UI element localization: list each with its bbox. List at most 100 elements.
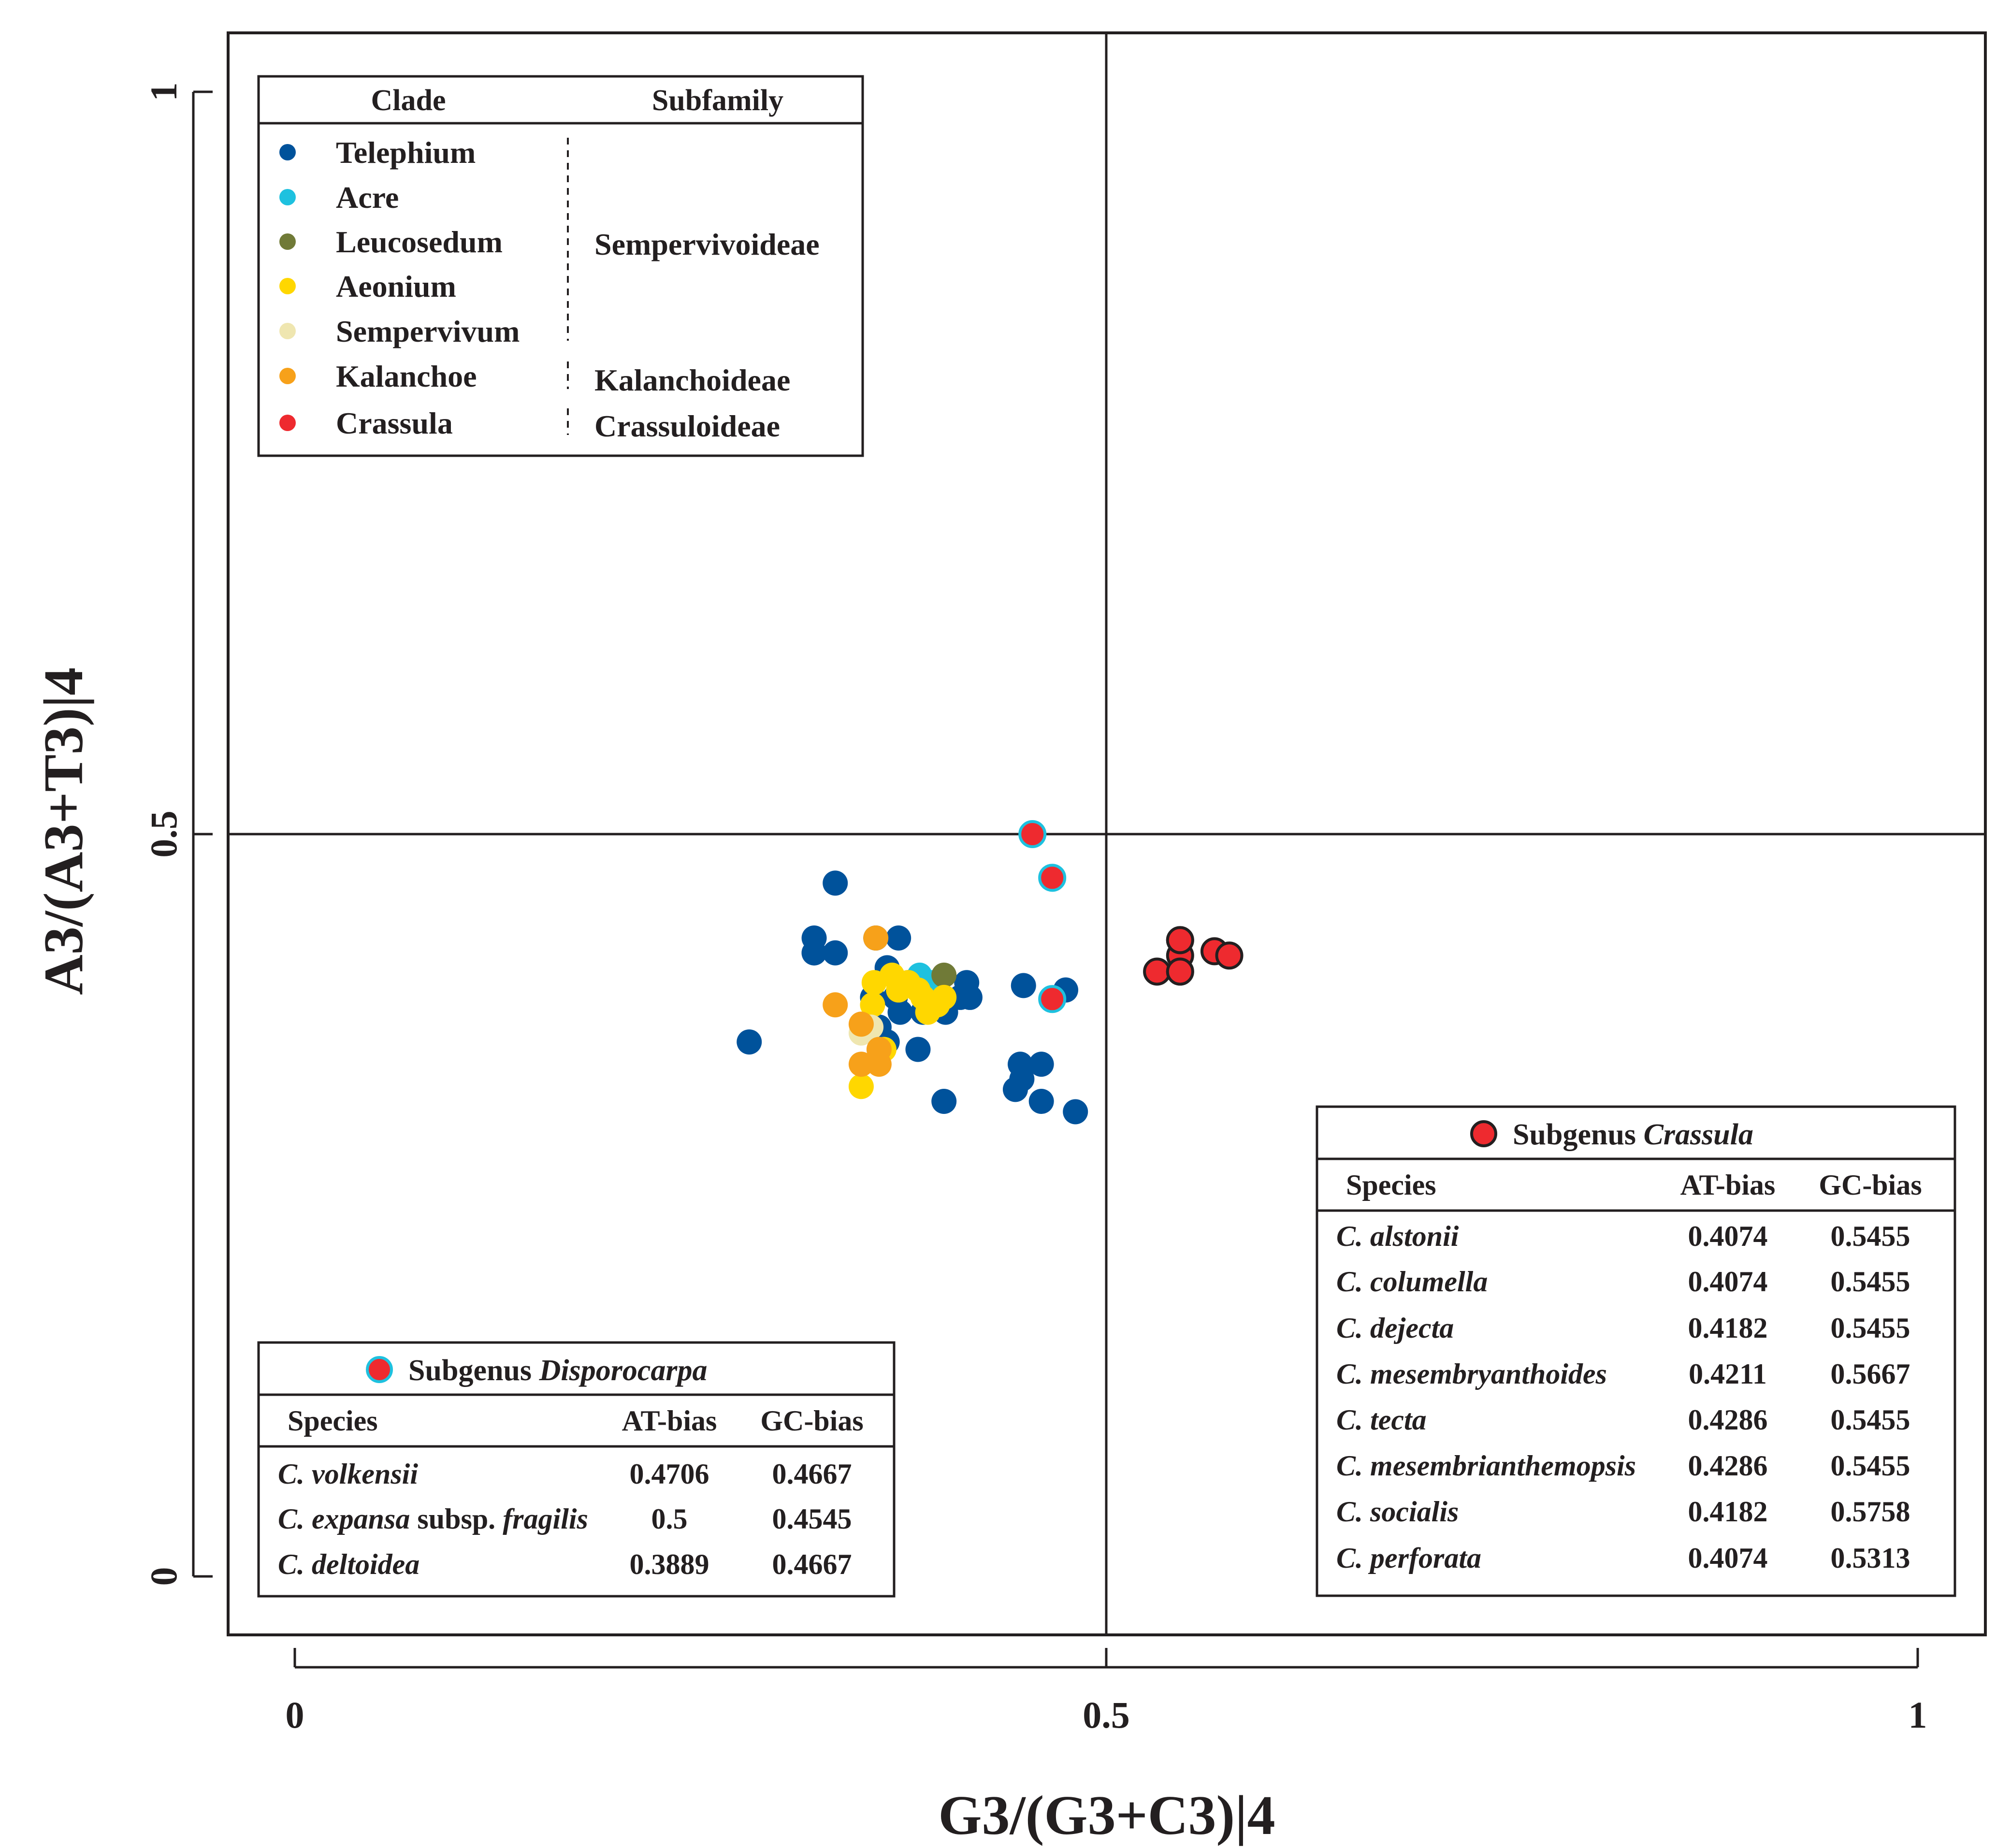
crassula-at-bias: 0.4211 [1689,1358,1767,1390]
legend-label-kalanchoe: Kalanchoe [336,359,477,393]
point-telephium [1011,973,1036,998]
crassula-species: C. mesembrianthemopsis [1336,1450,1636,1482]
point-aeonium [860,992,885,1018]
disporocarpa-species: C. deltoidea [278,1548,419,1580]
disporocarpa-at-bias: 0.5 [651,1503,688,1535]
legend-marker-aeonium [279,278,296,294]
point-subgenus-crassula [1166,926,1194,954]
reference-lines [228,33,1985,1635]
legend-marker-kalanchoe [279,368,296,384]
crassula-at-bias: 0.4182 [1688,1496,1768,1528]
legend-box [257,75,864,457]
disporocarpa-gc-bias: 0.4545 [772,1503,852,1535]
legend-label-aeonium: Aeonium [336,269,456,303]
crassula-at-bias: 0.4286 [1688,1450,1768,1482]
point-telephium [1028,1088,1054,1114]
legend-marker-telephium [279,144,296,160]
crassula-at-bias: 0.4074 [1688,1542,1768,1574]
point-subgenus-disporocarpa [1038,985,1067,1013]
point-telephium [957,984,983,1010]
crassula-gc-bias: 0.5455 [1831,1404,1910,1436]
scatter-points [737,820,1244,1125]
point-telephium [823,940,848,966]
disporocarpa-species: C. volkensii [278,1458,418,1490]
point-subgenus-crassula [1143,957,1172,986]
disporocarpa-title: Subgenus Disporocarpa [408,1354,707,1387]
crassula-col-header: AT-bias [1680,1169,1776,1201]
disporocarpa-col-header: AT-bias [622,1405,717,1437]
disporocarpa-at-bias: 0.4706 [630,1458,709,1490]
crassula-col-header: GC-bias [1819,1169,1922,1201]
crassula-title: Subgenus Crassula [1513,1118,1753,1151]
point-subgenus-crassula [1166,957,1194,986]
x-tick-label: 1 [1909,1694,1927,1736]
point-telephium [1028,1052,1054,1077]
crassula-gc-bias: 0.5667 [1831,1358,1910,1390]
legend-label-acre: Acre [336,180,399,215]
point-telephium [931,1088,957,1114]
legend-marker-sempervivum [279,323,296,339]
point-kalanchoe [823,992,848,1018]
y-tick-label: 1 [143,83,185,101]
crassula-species: C. dejecta [1336,1312,1454,1344]
disporocarpa-title-marker [366,1356,393,1383]
crassula-table: Subgenus Crassula Species AT-bias GC-bias C.… [1316,1105,1956,1597]
disporocarpa-gc-bias: 0.4667 [772,1548,852,1580]
crassula-at-bias: 0.4074 [1688,1220,1768,1252]
point-telephium [905,1037,931,1062]
subgenus-tables: Subgenus Crassula Species AT-bias GC-bias C.… [257,1105,1956,1598]
disporocarpa-col-header: GC-bias [760,1405,863,1437]
x-tick-label: 0.5 [1083,1694,1130,1736]
crassula-gc-bias: 0.5455 [1831,1266,1910,1298]
y-tick-label: 0 [143,1567,185,1586]
crassula-gc-bias: 0.5455 [1831,1450,1910,1482]
crassula-at-bias: 0.4182 [1688,1312,1768,1344]
legend-subfamily-crassuloideae: Crassuloideae [594,409,780,443]
point-aeonium [931,984,957,1010]
crassula-gc-bias: 0.5455 [1831,1220,1910,1252]
x-tick-label: 0 [286,1694,304,1736]
disporocarpa-col-header: Species [288,1405,378,1437]
crassula-col-header: Species [1346,1169,1436,1201]
crassula-species: C. tecta [1336,1404,1427,1436]
y-tick-label: 0.5 [143,810,185,858]
point-leucosedum [931,962,957,988]
crassula-species: C. alstonii [1336,1220,1459,1252]
legend-label-crassula: Crassula [336,406,453,440]
legend-marker-acre [279,189,296,205]
crassula-at-bias: 0.4286 [1688,1404,1768,1436]
legend-label-leucosedum: Leucosedum [336,225,503,259]
disporocarpa-at-bias: 0.3889 [630,1548,709,1580]
point-kalanchoe [866,1052,892,1077]
crassula-species: C. socialis [1336,1496,1459,1528]
crassula-species: C. perforata [1336,1542,1481,1574]
point-kalanchoe [848,1011,874,1037]
legend-subfamily-sempervivoideae: Sempervivoideae [594,227,820,261]
axes: 0 0.5 1 0 0.5 1 [143,83,1927,1736]
point-subgenus-disporocarpa [1018,820,1047,848]
disporocarpa-gc-bias: 0.4667 [772,1458,852,1490]
crassula-table-box [1316,1105,1956,1597]
point-telephium [887,999,913,1025]
point-aeonium [886,977,911,1003]
point-telephium [737,1029,762,1055]
x-axis-title: G3/(G3+C3)|4 [938,1785,1275,1847]
point-telephium [1063,1099,1088,1125]
point-subgenus-disporocarpa [1038,864,1067,892]
point-telephium [801,940,827,966]
legend-label-telephium: Telephium [336,135,476,170]
crassula-species: C. columella [1336,1266,1488,1298]
clade-legend: Clade Subfamily Telephium Acre Leucosedum Aeo… [257,75,864,457]
crassula-gc-bias: 0.5313 [1831,1542,1910,1574]
legend-header-clade: Clade [371,84,446,117]
point-telephium [1002,1077,1028,1102]
legend-header-subfamily: Subfamily [652,84,783,117]
crassula-gc-bias: 0.5455 [1831,1312,1910,1344]
legend-marker-crassula [279,415,296,431]
crassula-title-marker [1470,1120,1497,1147]
point-kalanchoe [863,925,889,951]
point-aeonium [848,1074,874,1099]
legend-subfamily-kalanchoideae: Kalanchoideae [594,363,790,397]
point-telephium [823,870,848,896]
